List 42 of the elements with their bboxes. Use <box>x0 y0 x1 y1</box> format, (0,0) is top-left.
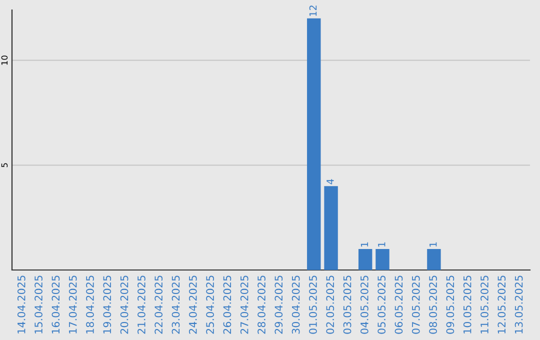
x-tick-label: 01.05.2025 <box>309 276 317 334</box>
x-tick-label: 09.05.2025 <box>446 276 454 334</box>
x-tick-label: 30.04.2025 <box>292 276 300 334</box>
x-tick-label: 04.05.2025 <box>360 276 368 334</box>
x-tick-label: 17.04.2025 <box>68 276 77 334</box>
x-tick-label: 25.04.2025 <box>206 276 214 334</box>
data-label: 1 <box>430 242 437 247</box>
data-label: 1 <box>378 242 386 247</box>
x-tick-label: 13.05.2025 <box>514 276 523 334</box>
y-tick-label: 5 <box>1 163 8 168</box>
bar <box>427 249 441 270</box>
y-tick-label: 10 <box>1 56 8 65</box>
x-tick-label: 14.04.2025 <box>17 276 26 334</box>
x-tick-label: 23.04.2025 <box>172 276 180 334</box>
data-label: 4 <box>326 179 334 184</box>
bar <box>307 18 321 270</box>
x-tick-label: 06.05.2025 <box>394 276 403 334</box>
x-tick-label: 16.04.2025 <box>52 276 60 334</box>
x-tick-label: 12.05.2025 <box>498 276 506 334</box>
x-tick-label: 03.05.2025 <box>343 276 352 334</box>
x-tick-label: 19.04.2025 <box>103 276 112 334</box>
x-tick-label: 29.04.2025 <box>274 276 283 334</box>
data-label: 12 <box>309 6 317 16</box>
x-tick-label: 20.04.2025 <box>120 276 128 334</box>
x-tick-label: 07.05.2025 <box>412 276 420 334</box>
x-tick-label: 10.05.2025 <box>463 276 472 334</box>
bar <box>324 186 338 270</box>
bar <box>376 249 390 270</box>
x-tick-label: 22.04.2025 <box>154 276 163 334</box>
bar <box>358 249 372 270</box>
x-tick-label: 21.04.2025 <box>138 276 146 334</box>
data-label: 1 <box>360 242 368 247</box>
x-tick-label: 11.05.2025 <box>480 276 488 334</box>
x-tick-label: 15.04.2025 <box>34 276 42 334</box>
x-tick-label: 27.04.2025 <box>240 276 248 334</box>
x-tick-label: 26.04.2025 <box>223 276 232 334</box>
x-tick-label: 05.05.2025 <box>378 276 386 334</box>
x-tick-label: 08.05.2025 <box>429 276 437 334</box>
x-tick-label: 28.04.2025 <box>258 276 266 334</box>
x-tick-label: 24.04.2025 <box>188 276 197 334</box>
x-tick-label: 18.04.2025 <box>86 276 94 334</box>
x-tick-label: 02.05.2025 <box>326 276 334 334</box>
